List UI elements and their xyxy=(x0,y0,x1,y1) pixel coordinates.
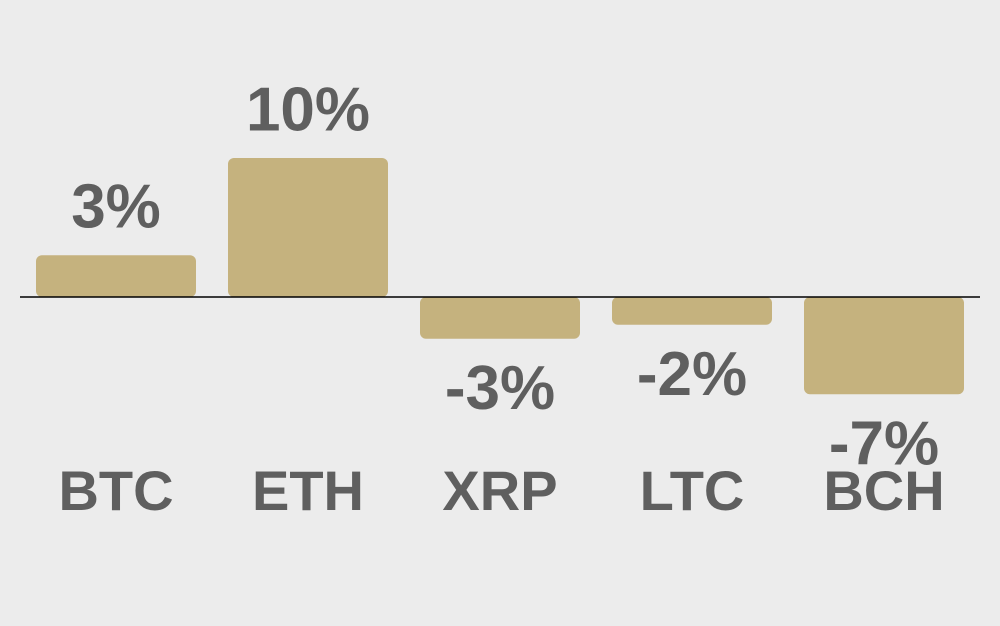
value-label: -7% xyxy=(829,410,939,479)
value-label: 10% xyxy=(246,75,370,144)
bar xyxy=(612,297,772,325)
value-label: 3% xyxy=(71,173,161,242)
category-label: LTC xyxy=(640,459,745,522)
bar xyxy=(804,297,964,395)
bar xyxy=(420,297,580,339)
value-label: -3% xyxy=(445,354,555,423)
category-label: XRP xyxy=(442,459,557,522)
category-label: BTC xyxy=(58,459,173,522)
value-label: -2% xyxy=(637,340,747,409)
bar xyxy=(228,158,388,297)
category-label: BCH xyxy=(823,459,944,522)
bar xyxy=(36,255,196,297)
category-label: ETH xyxy=(252,459,364,522)
